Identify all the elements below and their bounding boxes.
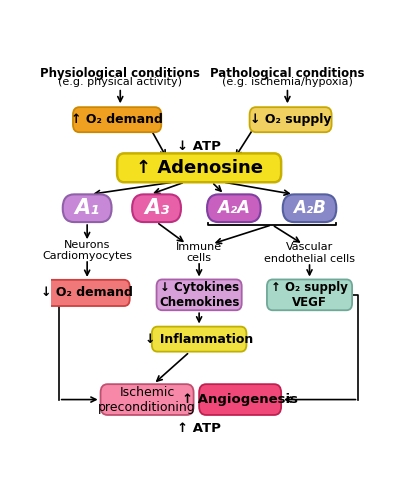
Text: (e.g. physical activity): (e.g. physical activity) xyxy=(58,77,182,87)
Text: ↓ Cytokines
Chemokines: ↓ Cytokines Chemokines xyxy=(159,281,239,309)
Text: Immune
cells: Immune cells xyxy=(176,242,222,264)
Text: Physiological conditions: Physiological conditions xyxy=(40,67,200,80)
Text: Ischemic
preconditioning: Ischemic preconditioning xyxy=(98,386,196,413)
FancyBboxPatch shape xyxy=(101,384,194,415)
FancyBboxPatch shape xyxy=(63,194,112,222)
Text: ↑ O₂ supply
VEGF: ↑ O₂ supply VEGF xyxy=(271,281,348,309)
FancyBboxPatch shape xyxy=(73,107,161,132)
FancyBboxPatch shape xyxy=(157,280,242,310)
Text: ↑ Angiogenesis: ↑ Angiogenesis xyxy=(182,393,298,406)
Text: ↓ O₂ demand: ↓ O₂ demand xyxy=(41,286,133,300)
Text: ↓ Inflammation: ↓ Inflammation xyxy=(145,332,253,345)
FancyBboxPatch shape xyxy=(199,384,281,415)
FancyBboxPatch shape xyxy=(249,107,332,132)
FancyBboxPatch shape xyxy=(44,280,130,306)
Text: A₁: A₁ xyxy=(74,198,100,218)
FancyBboxPatch shape xyxy=(207,194,260,222)
FancyBboxPatch shape xyxy=(267,280,352,310)
Text: A₂A: A₂A xyxy=(217,199,250,217)
Text: Pathological conditions: Pathological conditions xyxy=(210,67,365,80)
FancyBboxPatch shape xyxy=(283,194,336,222)
FancyBboxPatch shape xyxy=(132,194,181,222)
Text: ↑ O₂ demand: ↑ O₂ demand xyxy=(71,113,163,126)
Text: Vascular
endothelial cells: Vascular endothelial cells xyxy=(264,242,355,264)
Text: ↓ ATP: ↓ ATP xyxy=(177,140,221,153)
FancyBboxPatch shape xyxy=(152,326,246,351)
Text: A₂B: A₂B xyxy=(293,199,326,217)
Text: Neurons
Cardiomyocytes: Neurons Cardiomyocytes xyxy=(42,240,132,262)
Text: (e.g. ischemia/hypoxia): (e.g. ischemia/hypoxia) xyxy=(222,77,353,87)
Text: ↑ ATP: ↑ ATP xyxy=(177,422,221,436)
Text: A₃: A₃ xyxy=(144,198,169,218)
FancyBboxPatch shape xyxy=(117,154,281,182)
Text: ↓ O₂ supply: ↓ O₂ supply xyxy=(250,113,331,126)
Text: ↑ Adenosine: ↑ Adenosine xyxy=(136,159,263,177)
